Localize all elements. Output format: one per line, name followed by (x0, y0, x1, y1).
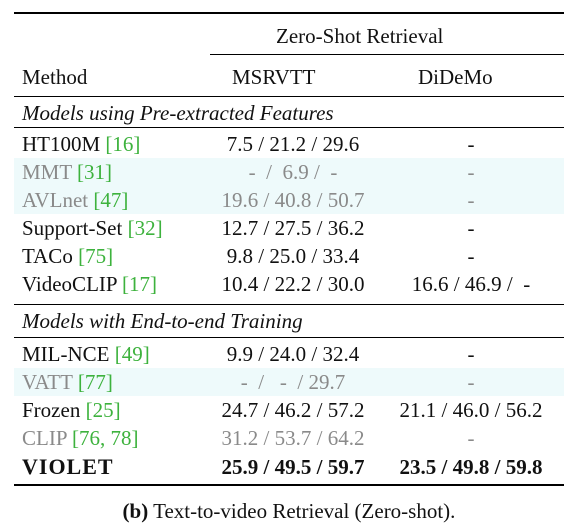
msrvtt-value: 25.9 / 49.5 / 59.7 (221, 455, 365, 479)
method-name: Frozen [25] (22, 398, 121, 422)
header-group-label: Zero-Shot Retrieval (276, 24, 444, 48)
header-didemo: DiDeMo (418, 65, 493, 89)
table-row: AVLnet [47] 19.6 / 40.8 / 50.7 - (14, 186, 564, 214)
msrvtt-value: 31.2 / 53.7 / 64.2 (221, 426, 365, 450)
table-row: VideoCLIP [17] 10.4 / 22.2 / 30.0 16.6 /… (14, 270, 564, 298)
table-caption: (b) Text-to-video Retrieval (Zero-shot). (0, 497, 578, 525)
didemo-value: - (467, 160, 475, 184)
table-row: TACo [75] 9.8 / 25.0 / 33.4 - (14, 242, 564, 270)
msrvtt-value: - / - / 29.7 (240, 370, 346, 394)
msrvtt-value: - / 6.9 / - (248, 160, 338, 184)
method-name: AVLnet [47] (22, 188, 129, 212)
didemo-value: - (467, 426, 475, 450)
section-title-end-to-end: Models with End-to-end Training (22, 309, 303, 333)
didemo-value: - (467, 216, 475, 240)
msrvtt-value: 24.7 / 46.2 / 57.2 (221, 398, 365, 422)
didemo-value: 23.5 / 49.8 / 59.8 (399, 455, 543, 479)
table-row: MMT [31] - / 6.9 / - - (14, 158, 564, 186)
didemo-value: 16.6 / 46.9 / - (411, 272, 531, 296)
section2-rule (14, 337, 564, 338)
method-name: CLIP [76, 78] (22, 426, 139, 450)
caption-label: (b) (122, 499, 149, 523)
didemo-value: - (467, 188, 475, 212)
method-name: VideoCLIP [17] (22, 272, 158, 296)
header-method: Method (22, 65, 88, 89)
msrvtt-value: 12.7 / 27.5 / 36.2 (221, 216, 365, 240)
method-name: HT100M [16] (22, 132, 141, 156)
citation-link[interactable]: [25] (85, 398, 121, 422)
citation-link[interactable]: [31] (77, 160, 113, 184)
header-msrvtt: MSRVTT (232, 65, 316, 89)
section-title-preextracted: Models using Pre-extracted Features (22, 101, 334, 125)
table-row: HT100M [16] 7.5 / 21.2 / 29.6 - (14, 130, 564, 158)
method-name: Support-Set [32] (22, 216, 163, 240)
msrvtt-value: 9.8 / 25.0 / 33.4 (226, 244, 360, 268)
group-underline (210, 54, 564, 55)
table-row: MIL-NCE [49] 9.9 / 24.0 / 32.4 - (14, 340, 564, 368)
method-name: TACo [75] (22, 244, 114, 268)
citation-link[interactable]: [17] (122, 272, 158, 296)
didemo-value: - (467, 370, 475, 394)
violet-method-name: VIOLET (22, 454, 114, 479)
citation-link[interactable]: [32] (127, 216, 163, 240)
msrvtt-value: 9.9 / 24.0 / 32.4 (226, 342, 360, 366)
citation-link[interactable]: [16] (105, 132, 141, 156)
table-row: Support-Set [32] 12.7 / 27.5 / 36.2 - (14, 214, 564, 242)
header-rule (14, 96, 564, 97)
didemo-value: - (467, 132, 475, 156)
msrvtt-value: 19.6 / 40.8 / 50.7 (221, 188, 365, 212)
table-row-violet: VIOLET 25.9 / 49.5 / 59.7 23.5 / 49.8 / … (14, 453, 564, 481)
table-row: Frozen [25] 24.7 / 46.2 / 57.2 21.1 / 46… (14, 396, 564, 424)
didemo-value: - (467, 342, 475, 366)
didemo-value: 21.1 / 46.0 / 56.2 (399, 398, 543, 422)
citation-link[interactable]: [49] (114, 342, 150, 366)
citation-link[interactable]: [75] (78, 244, 114, 268)
table-row: VATT [77] - / - / 29.7 - (14, 368, 564, 396)
citation-link[interactable]: [77] (77, 370, 113, 394)
section-divider-rule (14, 304, 564, 305)
bottom-rule (14, 484, 564, 486)
citation-link[interactable]: [47] (93, 188, 129, 212)
msrvtt-value: 7.5 / 21.2 / 29.6 (226, 132, 360, 156)
table-row: CLIP [76, 78] 31.2 / 53.7 / 64.2 - (14, 424, 564, 452)
section1-rule (14, 127, 564, 128)
method-name: MMT [31] (22, 160, 113, 184)
method-name: VATT [77] (22, 370, 113, 394)
top-rule (14, 12, 564, 14)
citation-link[interactable]: [76, 78] (71, 426, 139, 450)
msrvtt-value: 10.4 / 22.2 / 30.0 (221, 272, 365, 296)
didemo-value: - (467, 244, 475, 268)
caption-text: Text-to-video Retrieval (Zero-shot). (148, 499, 456, 523)
method-name: MIL-NCE [49] (22, 342, 150, 366)
